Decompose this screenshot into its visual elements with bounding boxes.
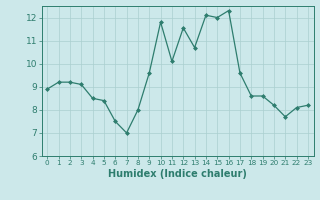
X-axis label: Humidex (Indice chaleur): Humidex (Indice chaleur)	[108, 169, 247, 179]
